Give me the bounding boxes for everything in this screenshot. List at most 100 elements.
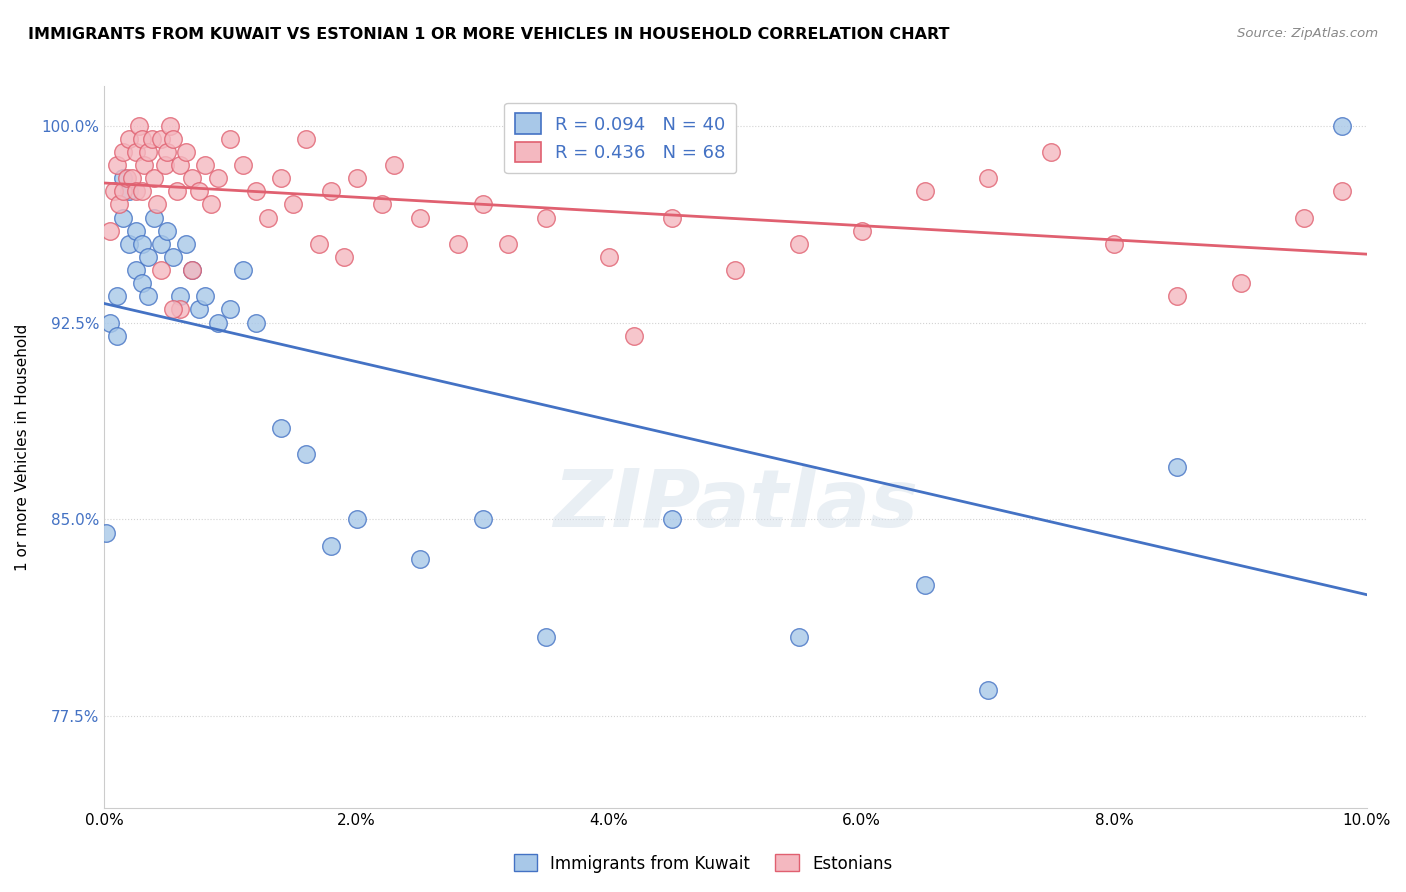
Point (103, 185, 125, 199)
Point (471, 197, 494, 211)
Point (162, 302, 184, 317)
Point (914, 185, 936, 199)
Point (200, 197, 222, 211)
Point (384, 158, 406, 172)
Point (219, 132, 242, 146)
Point (245, 316, 267, 330)
Point (270, 420, 292, 434)
Point (245, 185, 267, 199)
Point (143, 171, 166, 186)
Point (270, 171, 292, 186)
Point (446, 236, 468, 251)
Point (181, 263, 204, 277)
Point (181, 263, 204, 277)
Point (598, 250, 620, 264)
Point (105, 289, 128, 303)
Point (174, 236, 197, 251)
Point (371, 197, 394, 211)
Point (159, 119, 181, 133)
Legend: R = 0.094   N = 40, R = 0.436   N = 68: R = 0.094 N = 40, R = 0.436 N = 68 (505, 103, 737, 173)
Point (111, 145, 134, 159)
Point (977, 171, 1000, 186)
Point (149, 132, 172, 146)
Point (346, 512, 368, 526)
Point (136, 250, 159, 264)
Point (131, 276, 153, 290)
Point (143, 211, 166, 225)
Point (283, 197, 305, 211)
Point (1229, 276, 1251, 290)
Point (295, 132, 318, 146)
Point (105, 158, 128, 172)
Point (1330, 119, 1353, 133)
Point (124, 185, 146, 199)
Point (1330, 185, 1353, 199)
Point (124, 145, 146, 159)
Point (295, 447, 318, 461)
Point (124, 263, 146, 277)
Point (787, 236, 810, 251)
Point (115, 171, 138, 186)
Point (321, 185, 343, 199)
Point (118, 185, 141, 199)
Point (156, 145, 179, 159)
Point (194, 289, 217, 303)
Point (128, 119, 150, 133)
Point (977, 683, 1000, 698)
Point (914, 578, 936, 592)
Point (308, 236, 330, 251)
Point (131, 132, 153, 146)
Point (232, 158, 254, 172)
Point (118, 236, 141, 251)
Point (346, 171, 368, 186)
Point (471, 512, 494, 526)
Point (136, 289, 159, 303)
Point (623, 328, 645, 343)
Point (232, 263, 254, 277)
Point (98, 316, 121, 330)
Legend: Immigrants from Kuwait, Estonians: Immigrants from Kuwait, Estonians (508, 847, 898, 880)
Point (333, 250, 356, 264)
Point (661, 211, 683, 225)
Point (181, 171, 204, 186)
Point (136, 145, 159, 159)
Point (1102, 236, 1125, 251)
Point (207, 171, 229, 186)
Point (156, 224, 179, 238)
Point (134, 158, 156, 172)
Point (257, 211, 280, 225)
Point (534, 211, 557, 225)
Point (131, 185, 153, 199)
Point (166, 185, 188, 199)
Point (194, 158, 217, 172)
Point (207, 316, 229, 330)
Point (851, 224, 873, 238)
Point (187, 302, 209, 317)
Point (321, 539, 343, 553)
Point (149, 263, 172, 277)
Point (169, 158, 191, 172)
Point (408, 211, 430, 225)
Point (169, 289, 191, 303)
Point (174, 145, 197, 159)
Point (153, 158, 176, 172)
Point (118, 132, 141, 146)
Point (146, 197, 169, 211)
Point (98, 224, 121, 238)
Point (141, 132, 163, 146)
Point (496, 236, 519, 251)
Point (162, 132, 184, 146)
Point (661, 512, 683, 526)
Point (111, 171, 134, 186)
Point (121, 171, 143, 186)
Point (1292, 211, 1315, 225)
Point (169, 302, 191, 317)
Text: ZIPatlas: ZIPatlas (553, 466, 918, 544)
Point (219, 302, 242, 317)
Text: IMMIGRANTS FROM KUWAIT VS ESTONIAN 1 OR MORE VEHICLES IN HOUSEHOLD CORRELATION C: IMMIGRANTS FROM KUWAIT VS ESTONIAN 1 OR … (28, 27, 949, 42)
Point (187, 185, 209, 199)
Point (1166, 289, 1188, 303)
Point (111, 185, 134, 199)
Point (534, 631, 557, 645)
Text: Source: ZipAtlas.com: Source: ZipAtlas.com (1237, 27, 1378, 40)
